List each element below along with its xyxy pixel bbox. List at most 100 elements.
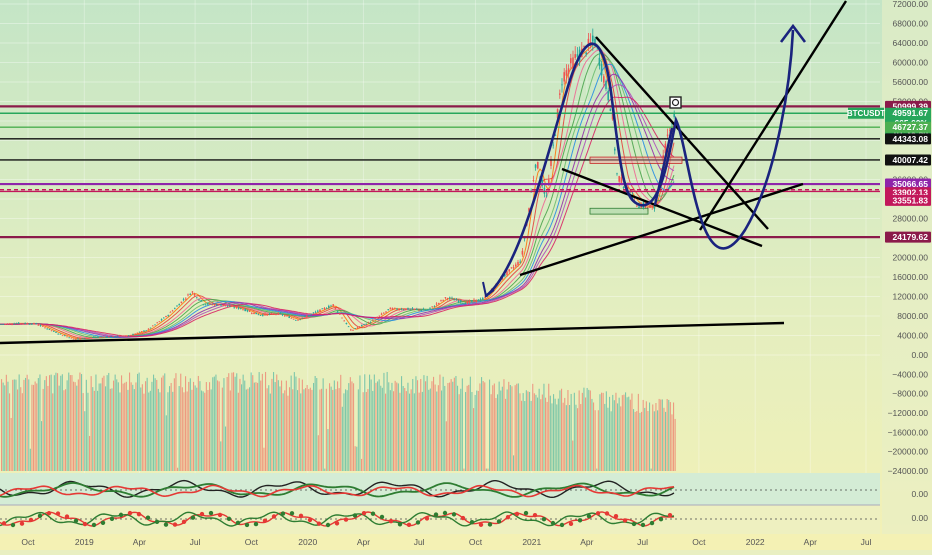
volume-bar	[529, 391, 531, 471]
volume-bar	[457, 385, 459, 471]
volume-bar	[188, 381, 190, 471]
volume-bar	[77, 379, 79, 471]
time-tick-label: 2020	[298, 537, 317, 547]
volume-bar	[580, 404, 582, 471]
candle-body	[422, 309, 425, 310]
price-tick-label: 12000.00	[893, 292, 929, 302]
volume-bar	[191, 389, 193, 471]
oscillator-2-dot	[271, 514, 277, 519]
candle-body	[229, 305, 231, 307]
volume-bar	[482, 380, 484, 471]
volume-bar	[541, 394, 543, 471]
candle-body	[185, 298, 187, 300]
volume-bar	[207, 389, 209, 471]
candle-body	[68, 337, 70, 339]
volume-bar	[501, 386, 503, 471]
volume-bar	[447, 383, 449, 471]
volume-bar	[465, 392, 467, 471]
volume-bar	[420, 378, 422, 471]
volume-bar	[177, 467, 179, 471]
volume-bar	[119, 392, 121, 471]
oscillator-2-dot	[298, 513, 304, 519]
candle-body	[501, 278, 504, 280]
candle-body	[592, 35, 594, 42]
volume-bar	[381, 387, 383, 471]
volume-bar	[516, 383, 518, 471]
candle-body	[4, 323, 7, 325]
volume-bar	[324, 468, 326, 471]
volume-bar	[231, 372, 233, 471]
candle-body	[611, 113, 614, 120]
candle-body	[506, 271, 508, 275]
candle-body	[361, 325, 363, 326]
volume-bar	[65, 389, 67, 471]
candle-body	[81, 337, 84, 339]
volume-bar	[577, 408, 579, 471]
candle-body	[92, 337, 95, 338]
time-tick-label: 2019	[75, 537, 94, 547]
oscillator-2-dot	[145, 515, 151, 520]
candle-body	[257, 314, 260, 316]
volume-bar	[469, 376, 471, 471]
volume-bar	[437, 385, 439, 471]
price-tag-last-price: 49591.67	[893, 108, 929, 118]
volume-bar	[500, 390, 502, 471]
volume-bar	[625, 392, 627, 471]
volume-bar	[308, 389, 310, 471]
oscillator-2-dot	[469, 519, 475, 525]
volume-bar	[564, 397, 566, 471]
candle-body	[101, 336, 103, 338]
candle-body	[154, 324, 156, 326]
volume-bar	[660, 399, 662, 471]
volume-bar	[63, 390, 65, 471]
moving-average-line	[0, 96, 675, 338]
candle-body	[0, 324, 2, 325]
oscillator-2-dot	[253, 521, 259, 527]
candle-body	[163, 317, 165, 319]
volume-bar	[372, 390, 374, 471]
candle-body	[638, 206, 640, 208]
volume-bar	[167, 392, 169, 471]
volume-bar	[658, 398, 660, 471]
volume-bar	[436, 391, 438, 471]
candle-body	[244, 308, 246, 312]
volume-bar	[445, 421, 447, 471]
oscillator-2-dot	[163, 522, 169, 527]
candle-body	[651, 205, 653, 207]
volume-bar	[178, 386, 180, 471]
volume-bar	[404, 387, 406, 471]
candle-body	[622, 186, 625, 189]
candle-body	[374, 318, 376, 320]
volume-bar	[428, 389, 430, 471]
candle-body	[365, 323, 367, 325]
symbol-tag: BTCUSDT	[847, 109, 885, 118]
oscillator-2-dot	[667, 512, 673, 518]
volume-bar	[76, 385, 78, 471]
candle-body	[512, 267, 515, 269]
candle-body	[653, 204, 656, 209]
volume-bar	[293, 372, 295, 471]
volume-bar	[247, 388, 249, 471]
price-tag-35066: 35066.65	[893, 179, 929, 189]
candle-body	[187, 294, 189, 296]
time-tick-label: Apr	[133, 537, 146, 547]
oscillator-2-dot	[172, 522, 178, 527]
volume-bar	[551, 403, 553, 471]
volume-bar	[645, 401, 647, 471]
candle-body	[198, 299, 200, 301]
candle-body	[196, 297, 198, 299]
volume-bar	[633, 409, 635, 471]
candle-body	[141, 331, 143, 332]
candle-body	[17, 322, 20, 324]
candle-body	[130, 335, 132, 336]
candle-body	[563, 72, 565, 82]
candle-body	[46, 328, 48, 330]
candle-body	[123, 335, 125, 337]
volume-bar	[628, 396, 630, 471]
candle-body	[336, 311, 339, 313]
volume-bar	[95, 374, 97, 471]
volume-bar	[517, 383, 519, 471]
candle-body	[125, 335, 128, 337]
volume-bar	[468, 384, 470, 471]
